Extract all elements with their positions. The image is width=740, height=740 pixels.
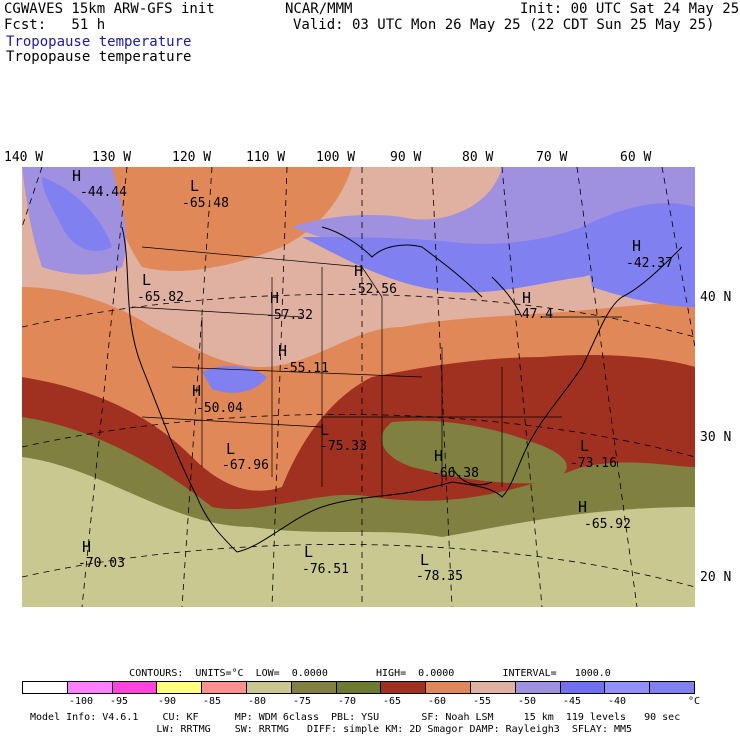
pressure-center-letter: H [72,167,82,185]
lon-label: 60 W [620,150,652,165]
lat-label: 30 N [700,430,732,445]
pressure-center-value: -70.03 [78,556,125,571]
lat-label: 40 N [700,290,732,305]
legend-tick: -65 [383,696,402,707]
pressure-center-letter: H [278,342,288,360]
pressure-center-letter: H [270,289,280,307]
legend-swatch [426,682,471,693]
patch-blue-west [42,177,112,251]
pressure-center-value: -42.37 [626,256,673,271]
pressure-center-value: -57.32 [266,308,313,323]
legend-tick: -50 [518,696,537,707]
pressure-center-letter: H [632,237,642,255]
pressure-center-letter: H [192,382,202,400]
legend-swatch [560,682,606,693]
model-title: CGWAVES 15km ARW-GFS init [4,1,215,17]
lon-label: 100 W [316,150,356,165]
map-svg [22,167,695,607]
legend-swatch [470,682,516,693]
pressure-center-value: -73.16 [570,456,617,471]
pressure-center-letter: H [522,289,532,307]
legend-tick: -70 [338,696,357,707]
pressure-center-letter: H [354,262,364,280]
pressure-center-letter: L [420,551,430,569]
legend-tick: -85 [203,696,222,707]
coastlines [121,226,683,553]
legend-tick: -90 [158,696,177,707]
pressure-center-letter: L [190,177,200,195]
pressure-center-letter: L [226,440,236,458]
center-name: NCAR/MMM [285,1,353,17]
lat-lon-grid [22,167,695,607]
pressure-center-value: -78.35 [416,569,463,584]
pressure-center-value: -55.11 [282,361,329,376]
legend-tick: -95 [110,696,129,707]
model-info-line1: Model Info: V4.6.1 CU: KF MP: WDM 6class… [30,712,681,723]
patch-orange-northwest [112,167,352,271]
lon-label: 110 W [246,150,286,165]
pressure-center-value: -44.44 [80,185,127,200]
lon-label: 140 W [4,150,44,165]
legend-unit: °C [688,696,701,707]
pressure-center-value: -52.56 [350,282,397,297]
pressure-center-value: -65.82 [137,290,184,305]
legend-swatch [650,682,694,693]
pressure-center-letter: L [304,543,314,561]
legend-swatch [67,682,113,693]
lon-label: 70 W [536,150,568,165]
legend-swatch [381,682,427,693]
pressure-center-letter: H [434,447,444,465]
patch-olive-southeast [381,420,567,484]
field-title-secondary: Tropopause temperature [6,49,192,65]
pressure-center-letter: H [578,498,588,516]
pressure-center-value: -47.4 [514,307,554,322]
legend-tick: -60 [428,696,447,707]
pressure-center-value: -75.33 [320,439,367,454]
patch-blue-central [202,365,267,393]
legend-tick: -80 [248,696,267,707]
lat-label: 20 N [700,570,732,585]
lon-label: 80 W [462,150,494,165]
color-legend-bar [22,681,695,694]
legend-swatch [157,682,203,693]
field-title-primary: Tropopause temperature [6,34,192,50]
forecast-hour: Fcst: 51 h [4,17,106,33]
legend-swatch [246,682,292,693]
pressure-center-letter: H [82,538,92,556]
legend-tick: -75 [293,696,312,707]
legend-swatch [291,682,337,693]
lon-label: 130 W [92,150,132,165]
tropopause-temperature-map: H -44.44 L -65.48 L -65.82 H -57.32 H -5… [22,167,695,607]
legend-swatch [515,682,561,693]
model-info-line2: LW: RRTMG SW: RRTMG DIFF: simple KM: 2D … [30,724,633,735]
pressure-center-value: -66.38 [432,466,479,481]
pressure-center-value: -76.51 [302,562,349,577]
pressure-center-letter: L [142,271,152,289]
legend-tick: -45 [563,696,582,707]
legend-tick: -40 [608,696,627,707]
lon-label: 90 W [390,150,422,165]
contours-info: CONTOURS: UNITS=°C LOW= 0.0000 HIGH= 0.0… [129,668,611,679]
valid-time: Valid: 03 UTC Mon 26 May 25 (22 CDT Sun … [293,17,715,33]
legend-swatch [112,682,158,693]
pressure-center-value: -67.96 [222,458,269,473]
state-boundaries [131,246,622,497]
legend-swatch [336,682,382,693]
pressure-center-value: -65.92 [584,517,631,532]
legend-swatch [23,682,68,693]
pressure-center-letter: L [320,421,330,439]
legend-swatch [605,682,651,693]
legend-swatch [202,682,247,693]
pressure-center-letter: L [580,437,590,455]
legend-tick: -100 [69,696,94,707]
patch-blue-northeast [582,219,695,307]
pressure-center-value: -65.48 [182,196,229,211]
init-time: Init: 00 UTC Sat 24 May 25 [520,1,740,17]
pressure-center-value: -50.04 [196,401,243,416]
lon-label: 120 W [172,150,212,165]
legend-tick: -55 [473,696,492,707]
